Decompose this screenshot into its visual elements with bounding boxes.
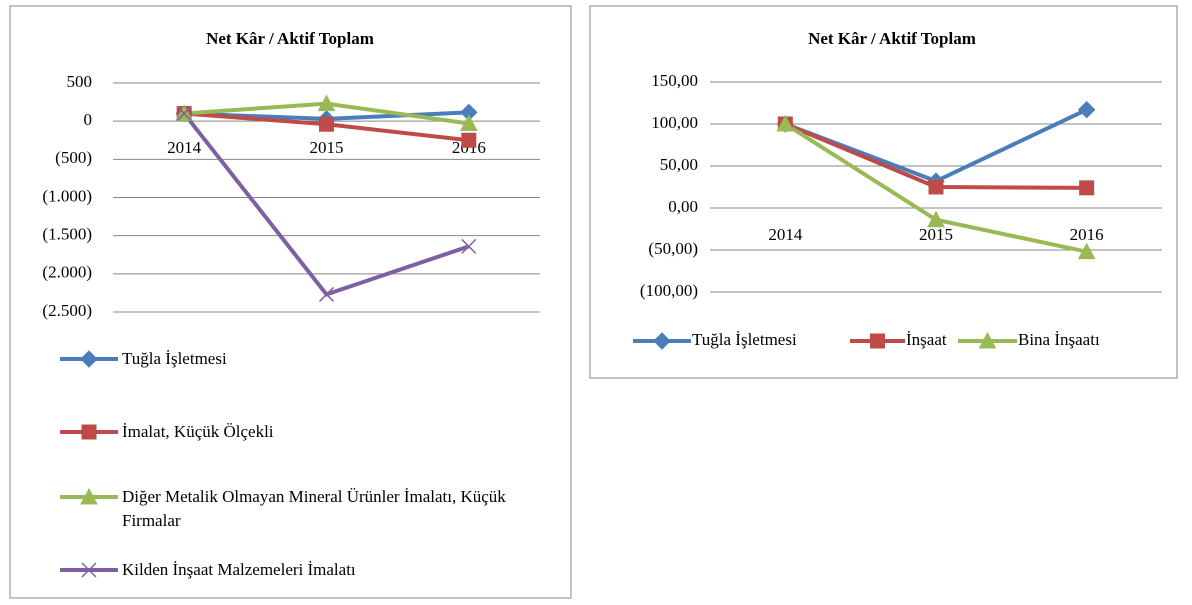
legend-entry: Diğer Metalik Olmayan Mineral Ürünler İm… (122, 487, 506, 530)
legend-label: Tuğla İşletmesi (692, 330, 797, 349)
data-point (1079, 180, 1095, 196)
data-point (776, 114, 795, 132)
legend-marker (80, 487, 98, 505)
legend-marker (81, 562, 97, 578)
chart-title: Net Kâr / Aktif Toplam (808, 29, 976, 48)
legend-marker (653, 332, 671, 350)
x-tick-label: 2014 (768, 225, 803, 244)
y-tick-label: (100,00) (640, 281, 698, 300)
data-point (461, 132, 477, 148)
y-tick-label: (500) (55, 148, 92, 167)
data-point (319, 116, 334, 132)
x-tick-label: 2016 (1070, 225, 1104, 244)
data-point (176, 106, 192, 122)
y-tick-label: 0 (84, 110, 93, 129)
y-tick-label: 0,00 (668, 197, 698, 216)
y-tick-label: (1.500) (42, 225, 92, 244)
legend-marker (870, 333, 885, 349)
legend-label: İmalat, Küçük Ölçekli (122, 422, 274, 441)
data-point (1077, 101, 1096, 119)
y-tick-label: 150,00 (651, 71, 698, 90)
y-tick-label: (50,00) (648, 239, 698, 258)
legend-label: İnşaat (906, 330, 947, 349)
y-tick-label: 500 (67, 72, 93, 91)
y-tick-label: 100,00 (651, 113, 698, 132)
legend-label: Bina İnşaatı (1018, 330, 1100, 349)
data-point (459, 114, 478, 131)
data-point (1077, 242, 1096, 260)
y-tick-label: (1.000) (42, 186, 92, 205)
legend-entry: İmalat, Küçük Ölçekli (122, 422, 274, 441)
legend-entry: Kilden İnşaat Malzemeleri İmalatı (122, 560, 356, 579)
y-tick-label: 50,00 (660, 155, 698, 174)
x-tick-label: 2014 (167, 138, 202, 157)
legend-marker (81, 424, 97, 440)
chart-title: Net Kâr / Aktif Toplam (206, 29, 374, 48)
data-point (928, 179, 944, 195)
x-tick-label: 2015 (310, 138, 344, 157)
legend-marker (80, 350, 98, 368)
x-tick-label: 2015 (919, 225, 953, 244)
legend-label: Tuğla İşletmesi (122, 349, 227, 368)
legend-label: Kilden İnşaat Malzemeleri İmalatı (122, 560, 356, 579)
data-point (318, 286, 335, 302)
legend-marker (978, 331, 997, 349)
data-point (461, 238, 477, 254)
legend-label: Diğer Metalik Olmayan Mineral Ürünler İm… (122, 487, 506, 530)
legend-entry: Tuğla İşletmesi (122, 349, 227, 368)
y-tick-label: (2.500) (42, 301, 92, 320)
data-point (317, 94, 336, 112)
data-point (927, 210, 945, 228)
y-tick-label: (2.000) (42, 263, 92, 282)
